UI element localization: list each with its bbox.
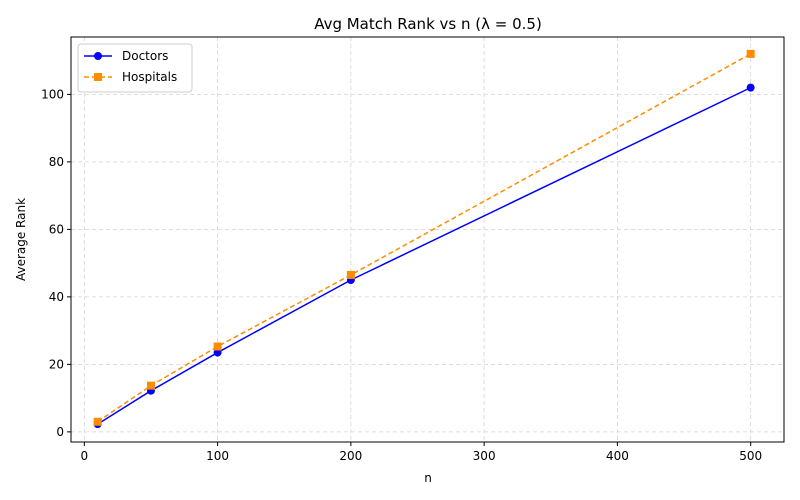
series-line-doctors xyxy=(97,86,752,425)
data-point-hospitals xyxy=(746,49,755,58)
legend-marker-doctors xyxy=(94,52,102,60)
x-tick-label: 0 xyxy=(81,449,89,463)
chart-title: Avg Match Rank vs n (λ = 0.5) xyxy=(314,15,542,33)
y-tick-label: 40 xyxy=(49,290,64,304)
legend-item-doctors: Doctors xyxy=(84,49,168,63)
data-point-hospitals xyxy=(146,381,155,390)
data-point-doctors xyxy=(746,83,755,92)
data-point-hospitals xyxy=(213,342,222,351)
axis-ticks: 0 100 200 300 400 500 0 20 40 60 80 100 xyxy=(41,87,762,463)
x-tick-label: 500 xyxy=(739,449,762,463)
x-tick-label: 300 xyxy=(473,449,496,463)
x-tick-label: 100 xyxy=(206,449,229,463)
y-tick-label: 80 xyxy=(49,155,64,169)
legend-item-hospitals: Hospitals xyxy=(84,70,177,84)
legend-label-doctors: Doctors xyxy=(122,49,168,63)
data-point-doctors xyxy=(213,348,222,357)
x-tick-label: 200 xyxy=(339,449,362,463)
legend: Doctors Hospitals xyxy=(77,43,193,93)
y-tick-label: 100 xyxy=(41,87,64,101)
series-line-hospitals xyxy=(97,53,752,423)
series-layer xyxy=(93,49,755,429)
y-tick-label: 60 xyxy=(49,222,64,236)
data-point-hospitals xyxy=(346,270,355,279)
legend-marker-hospitals xyxy=(94,73,102,81)
data-point-hospitals xyxy=(93,417,102,426)
x-axis-label: n xyxy=(424,471,432,485)
y-tick-label: 0 xyxy=(56,425,64,439)
y-axis-label: Average Rank xyxy=(14,198,28,281)
x-tick-label: 400 xyxy=(606,449,629,463)
y-tick-label: 20 xyxy=(49,357,64,371)
legend-label-hospitals: Hospitals xyxy=(122,70,177,84)
grid-lines xyxy=(71,37,784,442)
plot-frame xyxy=(70,36,785,443)
